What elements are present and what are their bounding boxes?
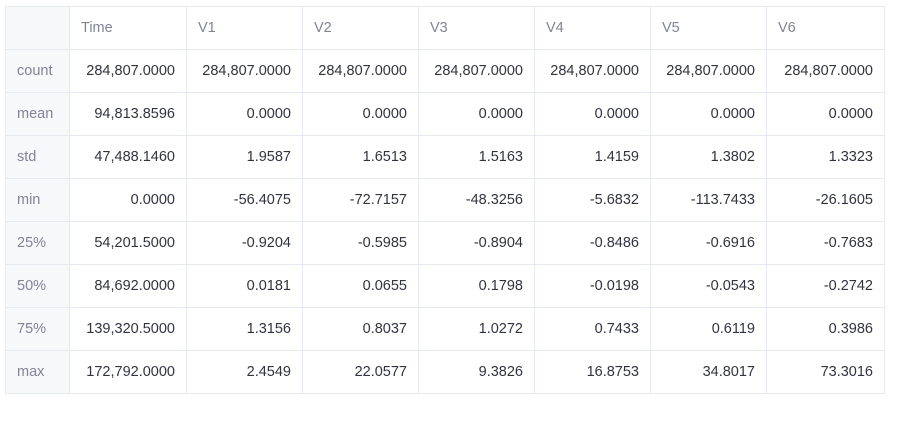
table-row: max 172,792.0000 2.4549 22.0577 9.3826 16.875…: [5, 350, 885, 394]
table-cell[interactable]: -5.6832: [534, 178, 651, 222]
table-cell[interactable]: -0.7683: [766, 221, 885, 265]
index-header-corner: [5, 6, 70, 50]
table-cell[interactable]: 0.0655: [302, 264, 419, 308]
table-cell[interactable]: 1.6513: [302, 135, 419, 179]
table-cell[interactable]: -72.7157: [302, 178, 419, 222]
table-row: std 47,488.1460 1.9587 1.6513 1.5163 1.4159 1.…: [5, 135, 885, 179]
table-cell[interactable]: -0.5985: [302, 221, 419, 265]
column-header[interactable]: V6: [766, 6, 885, 50]
table-cell[interactable]: 73.3016: [766, 350, 885, 394]
table-cell[interactable]: 84,692.0000: [69, 264, 187, 308]
table-row: 75% 139,320.5000 1.3156 0.8037 1.0272 0.7433 0…: [5, 307, 885, 351]
table-cell[interactable]: 34.8017: [650, 350, 767, 394]
column-header[interactable]: V3: [418, 6, 535, 50]
table-cell[interactable]: 1.0272: [418, 307, 535, 351]
table-cell[interactable]: 1.5163: [418, 135, 535, 179]
table-cell[interactable]: 284,807.0000: [766, 49, 885, 93]
table-cell[interactable]: 94,813.8596: [69, 92, 187, 136]
column-header[interactable]: V2: [302, 6, 419, 50]
table-cell[interactable]: 139,320.5000: [69, 307, 187, 351]
column-header[interactable]: Time: [69, 6, 187, 50]
row-index-label: count: [5, 49, 70, 93]
table-cell[interactable]: 47,488.1460: [69, 135, 187, 179]
table-cell[interactable]: -0.8904: [418, 221, 535, 265]
table-cell[interactable]: 0.0000: [766, 92, 885, 136]
table-cell[interactable]: -0.6916: [650, 221, 767, 265]
table-cell[interactable]: 284,807.0000: [418, 49, 535, 93]
table-cell[interactable]: 284,807.0000: [534, 49, 651, 93]
table-cell[interactable]: 0.6119: [650, 307, 767, 351]
table-cell[interactable]: 9.3826: [418, 350, 535, 394]
table-cell[interactable]: 1.4159: [534, 135, 651, 179]
table-cell[interactable]: -48.3256: [418, 178, 535, 222]
column-header[interactable]: V5: [650, 6, 767, 50]
row-index-label: min: [5, 178, 70, 222]
table-cell[interactable]: 0.0000: [534, 92, 651, 136]
table-row: min 0.0000 -56.4075 -72.7157 -48.3256 -5.6832…: [5, 178, 885, 222]
table-cell[interactable]: 0.0000: [69, 178, 187, 222]
table-cell[interactable]: 0.1798: [418, 264, 535, 308]
table-cell[interactable]: 284,807.0000: [650, 49, 767, 93]
table-cell[interactable]: 284,807.0000: [69, 49, 187, 93]
table-cell[interactable]: -26.1605: [766, 178, 885, 222]
table-cell[interactable]: 284,807.0000: [186, 49, 303, 93]
row-index-label: 75%: [5, 307, 70, 351]
dataframe-container: Time V1 V2 V3 V4 V5 V6 count 284,807.0000 284,80…: [5, 6, 885, 394]
table-cell[interactable]: 54,201.5000: [69, 221, 187, 265]
table-cell[interactable]: 0.0000: [650, 92, 767, 136]
row-index-label: 50%: [5, 264, 70, 308]
row-index-label: std: [5, 135, 70, 179]
table-cell[interactable]: 22.0577: [302, 350, 419, 394]
table-cell[interactable]: 1.3802: [650, 135, 767, 179]
table-row: mean 94,813.8596 0.0000 0.0000 0.0000 0.0000 0…: [5, 92, 885, 136]
table-cell[interactable]: 1.3156: [186, 307, 303, 351]
row-index-label: max: [5, 350, 70, 394]
table-cell[interactable]: -113.7433: [650, 178, 767, 222]
row-index-label: 25%: [5, 221, 70, 265]
column-header[interactable]: V1: [186, 6, 303, 50]
table-row: count 284,807.0000 284,807.0000 284,807.000…: [5, 49, 885, 93]
table-cell[interactable]: 0.0000: [186, 92, 303, 136]
table-cell[interactable]: 0.0000: [418, 92, 535, 136]
table-cell[interactable]: 0.0000: [302, 92, 419, 136]
table-cell[interactable]: -0.8486: [534, 221, 651, 265]
table-cell[interactable]: 284,807.0000: [302, 49, 419, 93]
table-cell[interactable]: -0.0543: [650, 264, 767, 308]
table-cell[interactable]: 0.0181: [186, 264, 303, 308]
table-cell[interactable]: 0.8037: [302, 307, 419, 351]
table-body: count 284,807.0000 284,807.0000 284,807.000…: [5, 49, 885, 394]
table-cell[interactable]: 0.3986: [766, 307, 885, 351]
table-cell[interactable]: -0.9204: [186, 221, 303, 265]
table-header: Time V1 V2 V3 V4 V5 V6: [5, 6, 885, 50]
table-cell[interactable]: 1.3323: [766, 135, 885, 179]
table-cell[interactable]: 0.7433: [534, 307, 651, 351]
table-row: 50% 84,692.0000 0.0181 0.0655 0.1798 -0.0198-…: [5, 264, 885, 308]
table-cell[interactable]: -56.4075: [186, 178, 303, 222]
table-row: 25% 54,201.5000 -0.9204 -0.5985 -0.8904 -0.84…: [5, 221, 885, 265]
table-cell[interactable]: 16.8753: [534, 350, 651, 394]
table-cell[interactable]: 1.9587: [186, 135, 303, 179]
column-header[interactable]: V4: [534, 6, 651, 50]
table-cell[interactable]: 172,792.0000: [69, 350, 187, 394]
row-index-label: mean: [5, 92, 70, 136]
dataframe-table: Time V1 V2 V3 V4 V5 V6 count 284,807.0000 284,80…: [5, 6, 885, 394]
table-cell[interactable]: -0.2742: [766, 264, 885, 308]
table-cell[interactable]: 2.4549: [186, 350, 303, 394]
table-cell[interactable]: -0.0198: [534, 264, 651, 308]
header-row: Time V1 V2 V3 V4 V5 V6: [5, 6, 885, 50]
